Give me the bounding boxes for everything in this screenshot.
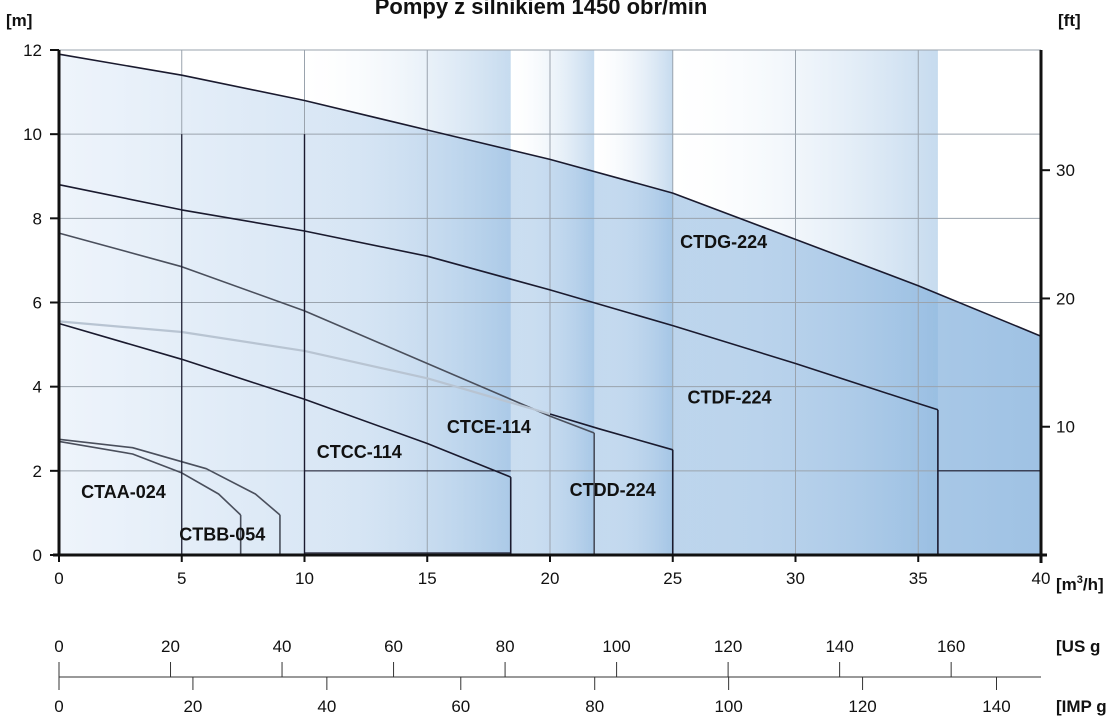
pump-curve — [58, 183, 939, 411]
us-gpm-tick-label: 160 — [937, 637, 965, 656]
x-tick-label: 5 — [177, 569, 186, 588]
ft-tick-label: 20 — [1056, 289, 1075, 308]
us-gpm-tick-label: 80 — [496, 637, 515, 656]
us-gpm-tick-label: 120 — [714, 637, 742, 656]
pump-curves — [58, 53, 1042, 555]
curve-label: CTCC-114 — [317, 442, 402, 462]
y-tick-label: 8 — [33, 209, 42, 228]
us-gpm-tick-label: 0 — [54, 637, 63, 656]
x-tick-label: 20 — [541, 569, 560, 588]
us-gpm-scale: 0 20 40 60 80 100 120 140 160 [US g — [54, 637, 1100, 677]
x-tick-label: 0 — [54, 569, 63, 588]
imp-gpm-tick-label: 20 — [183, 697, 202, 716]
pump-curve — [58, 53, 1042, 337]
us-gpm-tick-label: 100 — [602, 637, 630, 656]
us-gpm-tick-label: 20 — [161, 637, 180, 656]
imp-gpm-tick-label: 140 — [982, 697, 1010, 716]
y-tick-label: 2 — [33, 462, 42, 481]
y-tick-label: 10 — [23, 125, 42, 144]
imp-gpm-unit: [IMP g — [1056, 697, 1107, 716]
imp-gpm-scale: 0 20 40 60 80 100 120 140 [IMP g — [54, 676, 1107, 716]
x-unit: [m3/h] — [1056, 574, 1104, 594]
imp-gpm-tick-label: 60 — [451, 697, 470, 716]
imp-gpm-tick-label: 100 — [714, 697, 742, 716]
y-unit-left: [m] — [6, 11, 32, 30]
y-tick-label: 0 — [33, 546, 42, 565]
curve-label: CTBB-054 — [179, 524, 265, 544]
x-tick-label: 40 — [1032, 569, 1051, 588]
imp-gpm-tick-label: 120 — [848, 697, 876, 716]
axis-ticks: 0 5 10 15 20 25 30 35 40 0 2 4 6 8 10 12 10 20 30 — [23, 41, 1075, 588]
us-gpm-tick-label: 140 — [825, 637, 853, 656]
curve-label: CTDF-224 — [687, 388, 771, 408]
x-tick-label: 25 — [663, 569, 682, 588]
curve-label: CTDG-224 — [680, 232, 767, 252]
ft-tick-label: 10 — [1056, 418, 1075, 437]
imp-gpm-tick-label: 40 — [317, 697, 336, 716]
chart-title: Pompy z silnikiem 1450 obr/min — [375, 0, 708, 19]
y-tick-label: 6 — [33, 294, 42, 313]
pump-curve — [58, 232, 595, 434]
y-tick-label: 4 — [33, 378, 42, 397]
x-tick-label: 10 — [295, 569, 314, 588]
imp-gpm-tick-label: 80 — [585, 697, 604, 716]
x-tick-label: 35 — [909, 569, 928, 588]
us-gpm-tick-label: 60 — [384, 637, 403, 656]
curve-labels: CTDG-224 CTDF-224 CTCE-114 CTCC-114 CTDD-224… — [81, 232, 771, 544]
imp-gpm-tick-label: 0 — [54, 697, 63, 716]
y-tick-label: 12 — [23, 41, 42, 60]
curve-label: CTAA-024 — [81, 482, 166, 502]
us-gpm-tick-label: 40 — [273, 637, 292, 656]
curve-label: CTCE-114 — [447, 417, 531, 437]
pump-curve — [549, 413, 674, 451]
y-unit-right: [ft] — [1058, 11, 1081, 30]
x-tick-label: 15 — [418, 569, 437, 588]
us-gpm-unit: [US g — [1056, 637, 1100, 656]
pump-curve — [58, 438, 281, 516]
ft-tick-label: 30 — [1056, 161, 1075, 180]
x-tick-label: 30 — [786, 569, 805, 588]
curve-label: CTDD-224 — [570, 480, 656, 500]
